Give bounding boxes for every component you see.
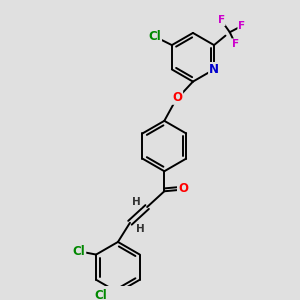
- Text: H: H: [136, 224, 145, 234]
- Text: F: F: [218, 15, 225, 25]
- Text: Cl: Cl: [73, 244, 85, 258]
- Text: N: N: [209, 63, 219, 76]
- Text: Cl: Cl: [148, 30, 161, 43]
- Text: F: F: [238, 21, 245, 31]
- Text: Cl: Cl: [94, 289, 107, 300]
- Text: O: O: [178, 182, 188, 195]
- Text: H: H: [132, 197, 141, 207]
- Text: O: O: [172, 91, 182, 104]
- Text: F: F: [232, 39, 239, 49]
